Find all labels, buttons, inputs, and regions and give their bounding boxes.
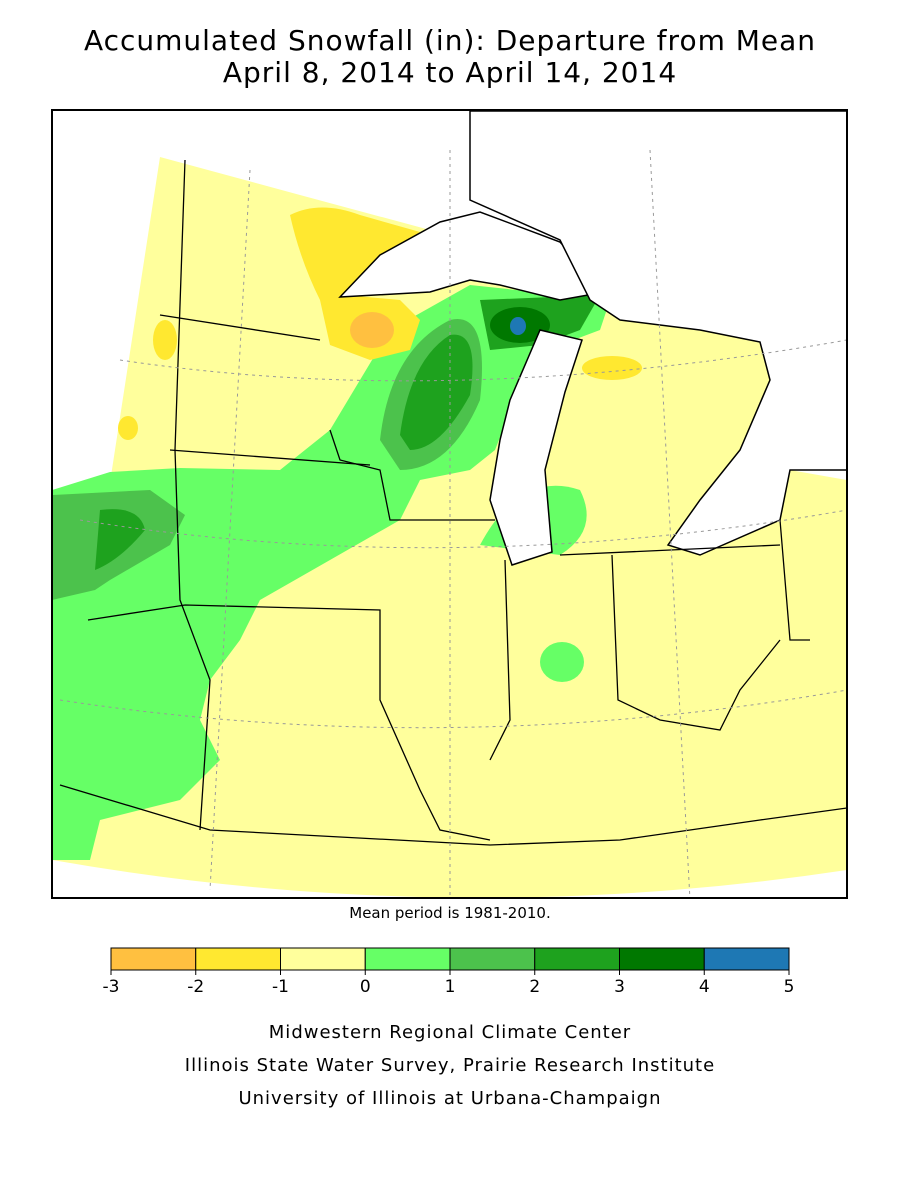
region-level-5 xyxy=(510,317,526,335)
legend-swatch xyxy=(619,947,705,971)
legend-swatch xyxy=(364,947,451,971)
credit: Illinois State Water Survey, Prairie Res… xyxy=(185,1055,715,1076)
credit: University of Illinois at Urbana-Champai… xyxy=(238,1088,661,1109)
legend-tick-label: 3 xyxy=(614,977,625,997)
legend-swatch xyxy=(110,947,197,971)
legend-tick-label: -3 xyxy=(103,977,120,997)
legend-tick-label: 5 xyxy=(784,977,795,997)
region-negative xyxy=(582,356,642,380)
canada-lakes xyxy=(469,111,846,556)
map-frame xyxy=(51,109,848,899)
region-negative xyxy=(153,320,177,360)
legend-swatch xyxy=(195,947,281,971)
region-level-neg3 xyxy=(350,312,394,348)
credit: Midwestern Regional Climate Center xyxy=(269,1022,631,1043)
legend-tick-label: 4 xyxy=(699,977,710,997)
lake-michigan xyxy=(489,329,583,566)
legend-swatch xyxy=(449,947,536,971)
legend-tick-label: 0 xyxy=(360,977,371,997)
region-level-3 xyxy=(95,509,145,570)
legend-swatch xyxy=(280,947,366,971)
legend: -3 -2 -1 0 1 2 3 4 5 xyxy=(103,947,795,997)
legend-tick-label: -1 xyxy=(272,977,289,997)
title-line: Accumulated Snowfall (in): Departure fro… xyxy=(84,24,816,57)
map-domain xyxy=(53,157,846,897)
note: Mean period is 1981-2010. xyxy=(349,904,550,922)
graticule xyxy=(59,149,846,897)
region-level-3 xyxy=(400,334,473,450)
region-positive xyxy=(540,642,584,682)
legend-tick-label: 1 xyxy=(445,977,456,997)
state-lines xyxy=(59,159,846,846)
title-line: April 8, 2014 to April 14, 2014 xyxy=(223,56,677,89)
legend-tick-label: -2 xyxy=(187,977,204,997)
legend-tick-label: 2 xyxy=(529,977,540,997)
map xyxy=(53,111,846,897)
legend-swatch xyxy=(534,947,620,971)
legend-swatch xyxy=(703,947,790,971)
region-negative xyxy=(118,416,138,440)
